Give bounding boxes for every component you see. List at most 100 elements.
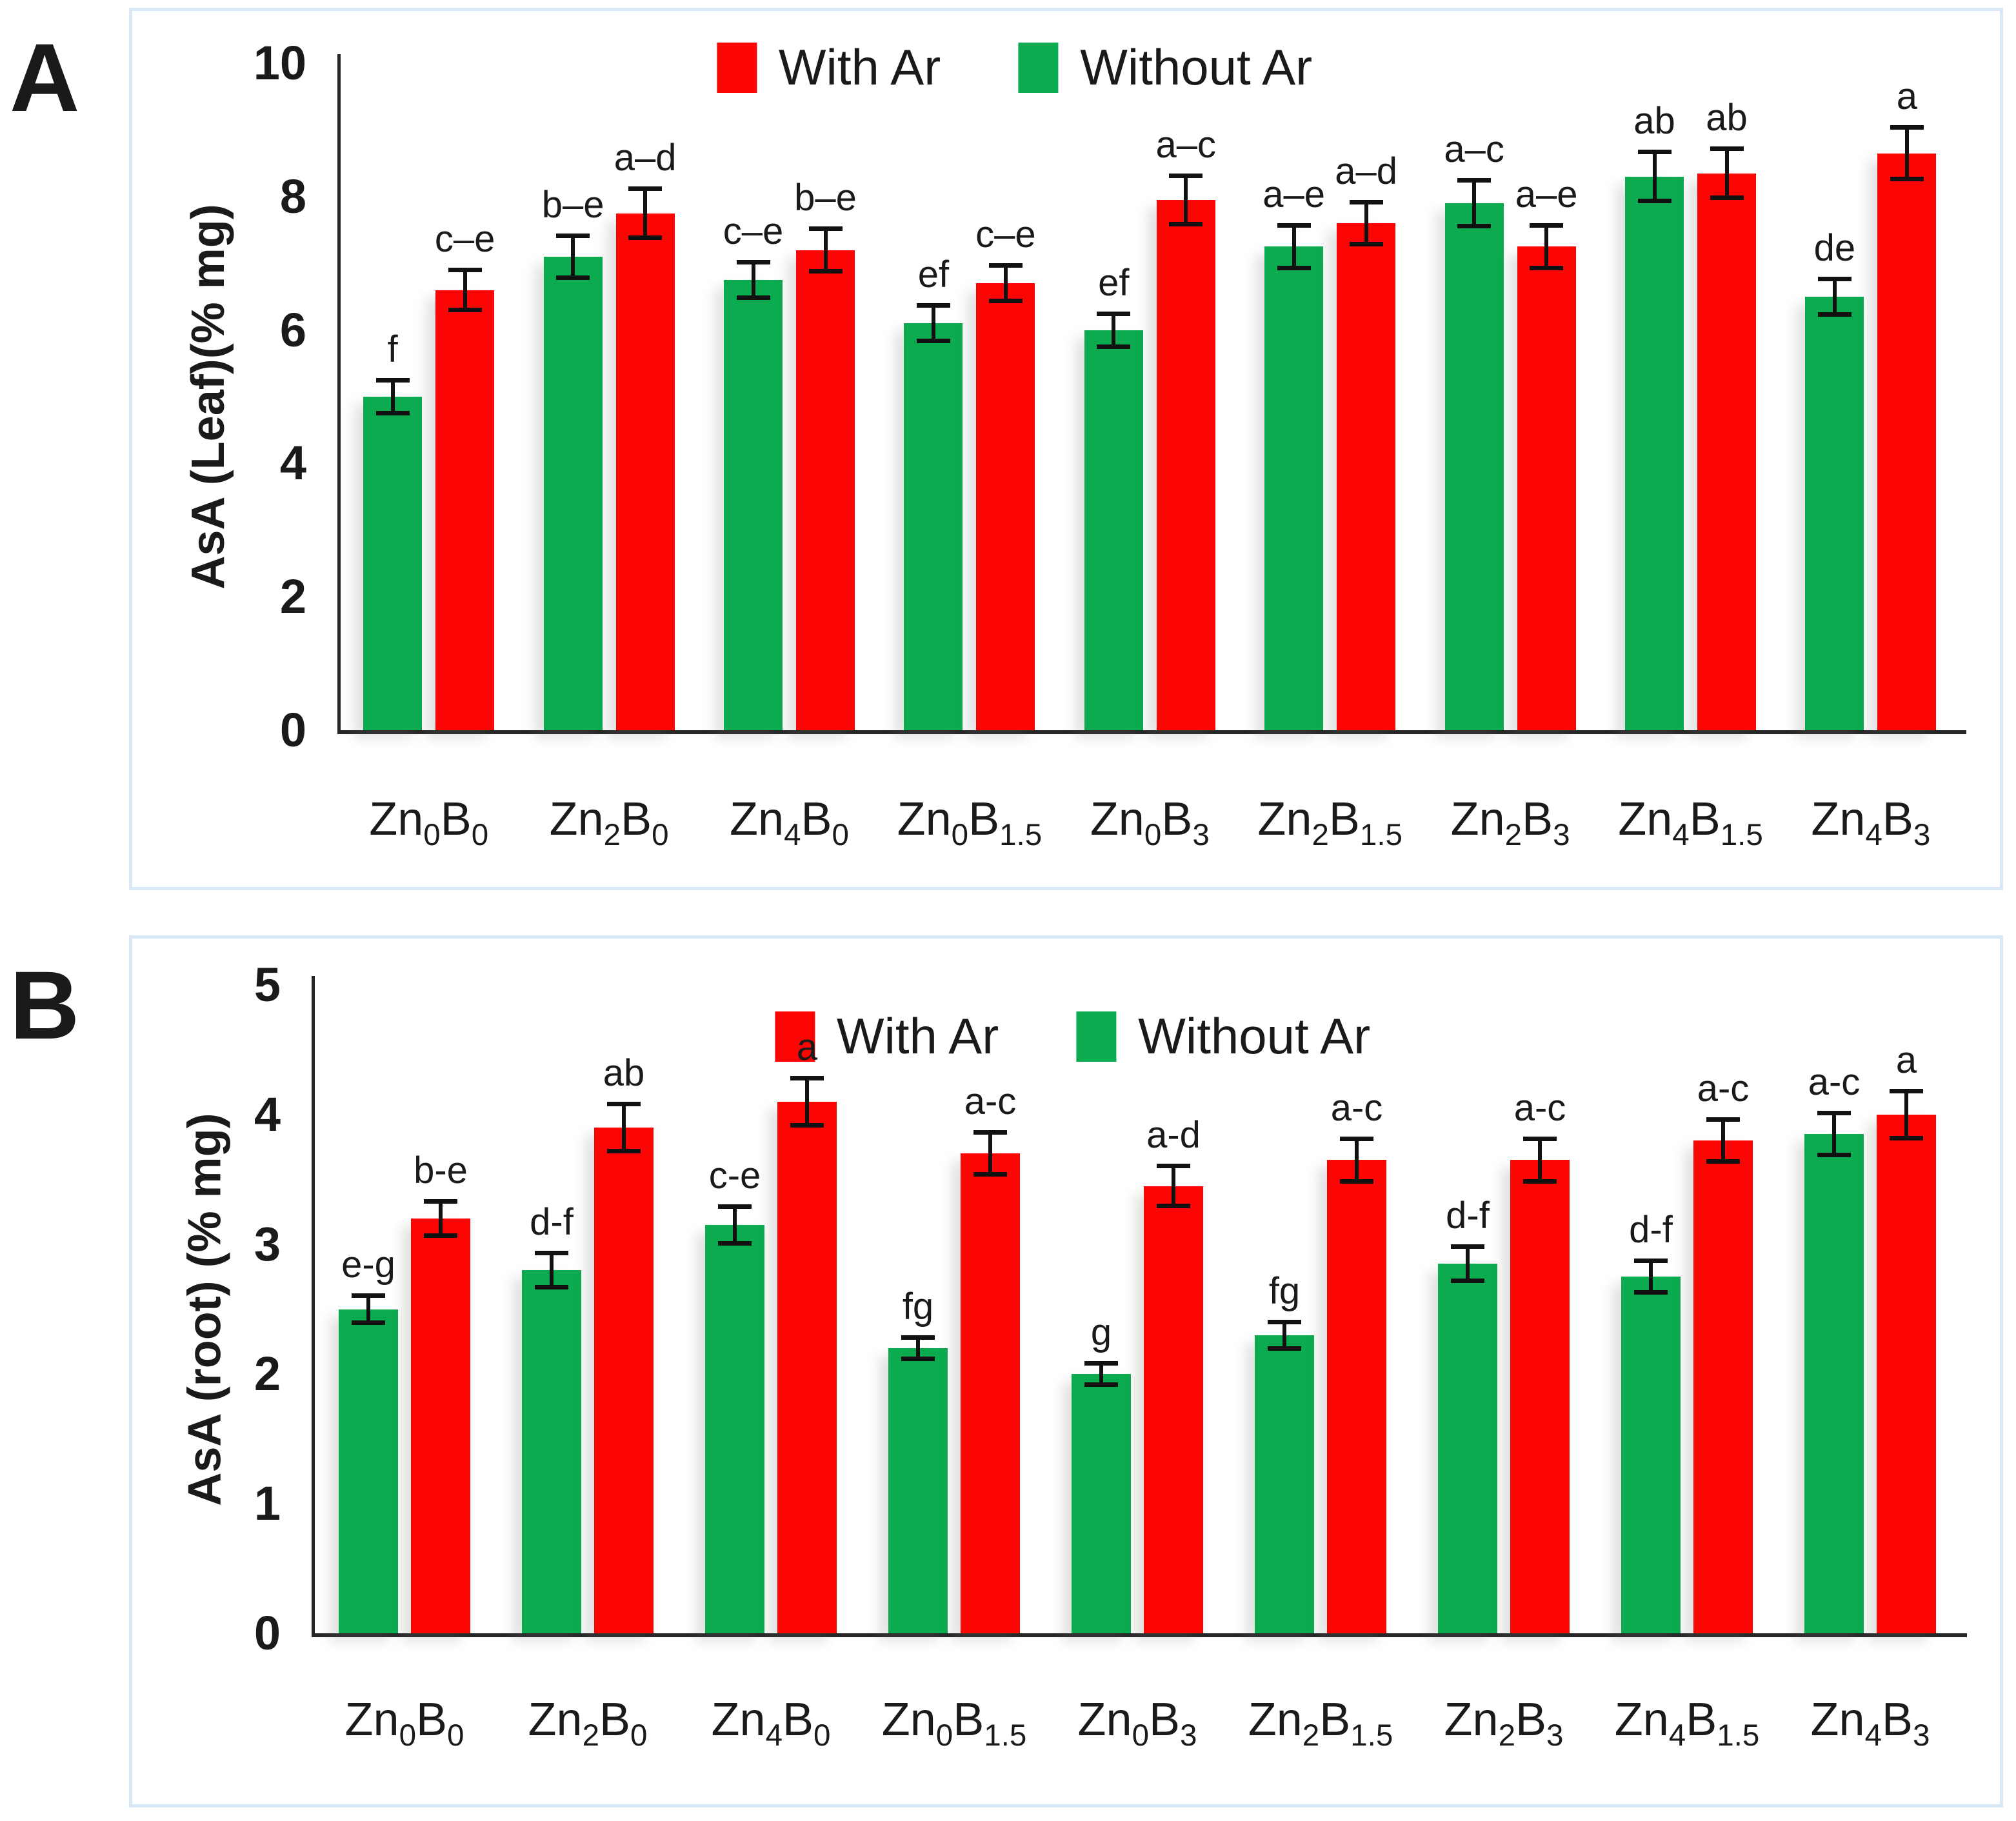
x-label-subscript: 1.5 [1350,1718,1393,1753]
error-bar-stem [805,1075,809,1128]
bar-with-ar-Zn0B3 [1156,199,1215,730]
x-label-text: B [1515,1694,1547,1746]
sig-letter: de [1813,226,1856,269]
sig-letter: a-c [1697,1068,1750,1110]
error-bar-cap-top [1710,146,1744,152]
x-label-subscript: 0 [630,1718,648,1753]
x-category-label: Zn4B1.5 [1577,1690,1797,1753]
x-label-subscript: 1.5 [999,818,1043,853]
sig-letter: a–d [614,137,677,179]
error-bar-stem [1472,177,1477,229]
error-bar-stem [366,1293,370,1325]
x-label-text: Zn [344,1694,399,1746]
x-label-text: Zn [881,1694,936,1746]
error-bar [1268,1319,1301,1351]
bar-without-ar-Zn0B1.5 [904,323,963,730]
error-bar-cap-top [1817,1110,1851,1115]
error-bar-stem [1172,1164,1175,1208]
x-category-label: Zn4B1.5 [1581,790,1801,852]
error-bar [1169,173,1203,227]
x-category-label: Zn2B1.5 [1221,790,1440,852]
error-bar-cap-bottom [1084,1382,1118,1388]
error-bar-stem [1003,263,1008,304]
sig-letter: a–e [1515,174,1578,216]
error-bar-stem [1832,1110,1836,1158]
error-bar [808,226,843,274]
error-bar-cap-top [424,1199,457,1204]
bar-without-ar-Zn0B1.5 [888,1348,948,1633]
x-label-text: Zn [730,793,784,845]
x-label-text: Zn [1248,1694,1302,1746]
x-category-label: Zn0B1.5 [860,790,1079,853]
error-bar [1097,311,1131,349]
error-bar [973,1130,1007,1177]
x-label-subscript: 1.5 [984,1718,1027,1753]
error-bar [628,186,663,240]
error-bar-cap-top [1634,1259,1668,1264]
error-bar-stem [733,1204,737,1246]
bar-with-ar-Zn4B0 [796,250,855,730]
x-label-text: B [968,793,1000,845]
error-bar-stem [1721,1117,1725,1164]
error-bar-cap-bottom [1817,312,1851,317]
error-bar-cap-bottom [1706,1159,1740,1164]
error-bar-stem [1364,199,1368,247]
x-label-text: B [1882,1694,1913,1746]
error-bar-cap-bottom [808,268,843,274]
error-bar-cap-bottom [1817,1153,1851,1158]
error-bar-cap-top [607,1101,641,1106]
x-label-text: Zn [528,1694,583,1746]
error-bar-cap-top [790,1075,824,1080]
error-bar-cap-top [736,260,770,265]
x-label-text: Zn [549,793,604,845]
x-label-subscript: 3 [1180,1718,1197,1753]
x-label-text: B [1161,793,1193,845]
y-tick-label: 8 [279,169,306,223]
error-bar-stem [463,268,467,312]
sig-letter: d-f [530,1201,574,1244]
error-bar-stem [751,260,755,301]
error-bar-stem [1904,1088,1908,1141]
error-bar-cap-bottom [973,1172,1007,1177]
error-bar-cap-top [352,1293,385,1299]
legend-item-without-ar: Without Ar [1018,38,1312,97]
error-bar-stem [550,1251,554,1290]
error-bar-cap-top [1349,199,1383,204]
error-bar [1710,146,1744,200]
error-bar-cap-top [1457,177,1492,183]
error-bar [901,1335,935,1361]
error-bar [1817,1110,1851,1158]
error-bar [1637,150,1672,204]
x-label-text: Zn [1257,793,1312,845]
error-bar [352,1293,385,1325]
x-label-subscript: 0 [832,818,849,853]
error-bar [375,378,410,415]
bar-without-ar-Zn2B1.5 [1264,246,1324,730]
x-label-subscript: 4 [765,1718,783,1753]
bar-with-ar-Zn4B3 [1877,1115,1936,1633]
bar-with-ar-Zn0B0 [411,1218,470,1633]
sig-letter: a-c [964,1080,1017,1123]
legend-label: With Ar [778,39,941,95]
error-bar-cap-top [1530,223,1564,228]
error-bar-cap-bottom [1349,242,1383,247]
sig-letter: f [387,328,398,371]
error-bar [1340,1137,1373,1184]
bar-with-ar-Zn2B1.5 [1327,1160,1386,1633]
x-label-text: B [801,793,832,845]
error-bar-cap-bottom [1277,265,1311,270]
error-bar-cap-bottom [424,1233,457,1238]
error-bar-stem [823,226,828,274]
legend-swatch-without_ar [1076,1011,1117,1062]
bar-without-ar-Zn2B0 [543,256,603,730]
sig-letter: a-d [1146,1114,1201,1157]
sig-letter: b–e [541,183,604,226]
error-bar-cap-bottom [375,410,410,415]
y-tick-label: 2 [279,570,306,624]
x-label-text: Zn [897,793,952,845]
panel-a-leaf-chart: 0 2 4 6 8 10 AsA (Leaf)(% mg) With Ar Without Ar… [129,8,2003,890]
bar-with-ar-Zn4B0 [777,1101,837,1633]
y-axis-title: AsA (root) (% mg) [179,1112,230,1506]
error-bar [916,303,950,344]
sig-letter: a–d [1335,150,1398,192]
